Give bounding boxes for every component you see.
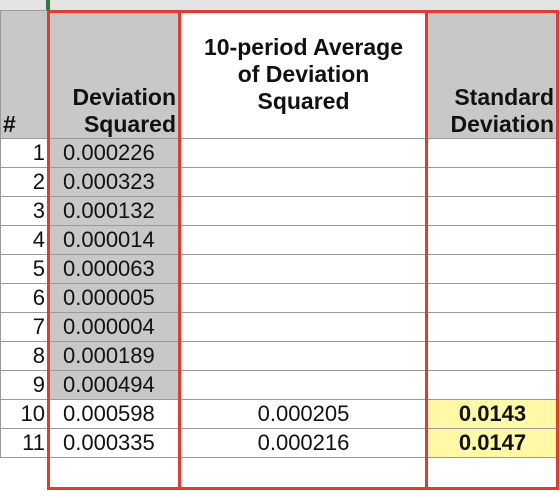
deviation-squared-cell[interactable]: 0.000005 (48, 283, 181, 313)
average-cell[interactable] (180, 283, 427, 313)
deviation-squared-cell[interactable]: 0.000063 (48, 254, 181, 284)
average-cell[interactable] (180, 254, 427, 284)
deviation-squared-cell[interactable]: 0.000189 (48, 341, 181, 371)
average-cell[interactable] (180, 370, 427, 400)
header-deviation-squared[interactable]: Deviation Squared (48, 10, 181, 139)
standard-deviation-cell[interactable] (426, 138, 559, 168)
average-cell[interactable]: 0.000216 (180, 428, 427, 458)
standard-deviation-cell[interactable] (426, 283, 559, 313)
average-cell[interactable] (180, 341, 427, 371)
standard-deviation-cell[interactable] (426, 196, 559, 226)
table-row: 2 0.000323 (0, 167, 559, 197)
header-standard-deviation[interactable]: Standard Deviation (426, 10, 559, 139)
average-cell[interactable] (180, 196, 427, 226)
table-row: 9 0.000494 (0, 370, 559, 400)
row-number-cell[interactable]: 1 (0, 138, 49, 168)
table-row: 4 0.000014 (0, 225, 559, 255)
deviation-squared-cell[interactable]: 0.000226 (48, 138, 181, 168)
row-number-cell[interactable]: 4 (0, 225, 49, 255)
deviation-squared-cell[interactable]: 0.000014 (48, 225, 181, 255)
table-row: 7 0.000004 (0, 312, 559, 342)
header-10-period-average[interactable]: 10-period Average of Deviation Squared (180, 10, 427, 139)
standard-deviation-cell[interactable] (426, 312, 559, 342)
table-row: 6 0.000005 (0, 283, 559, 313)
deviation-squared-cell[interactable]: 0.000132 (48, 196, 181, 226)
deviation-squared-cell[interactable]: 0.000323 (48, 167, 181, 197)
average-cell[interactable] (180, 167, 427, 197)
row-number-cell[interactable]: 3 (0, 196, 49, 226)
average-cell[interactable]: 0.000205 (180, 399, 427, 429)
average-cell[interactable] (180, 225, 427, 255)
deviation-squared-cell[interactable]: 0.000335 (48, 428, 181, 458)
row-number-cell[interactable]: 6 (0, 283, 49, 313)
table-row: 3 0.000132 (0, 196, 559, 226)
standard-deviation-cell[interactable]: 0.0143 (426, 399, 559, 429)
row-number-cell[interactable]: 7 (0, 312, 49, 342)
table-row: 5 0.000063 (0, 254, 559, 284)
row-number-cell[interactable]: 9 (0, 370, 49, 400)
standard-deviation-cell[interactable]: 0.0147 (426, 428, 559, 458)
standard-deviation-cell[interactable] (426, 167, 559, 197)
column-header-strip (0, 0, 560, 10)
standard-deviation-cell[interactable] (426, 254, 559, 284)
deviation-squared-cell[interactable]: 0.000598 (48, 399, 181, 429)
row-number-cell[interactable]: 10 (0, 399, 49, 429)
row-number-cell[interactable]: 8 (0, 341, 49, 371)
selected-column-indicator (46, 0, 50, 10)
table-row: 10 0.000598 0.000205 0.0143 (0, 399, 559, 429)
row-number-cell[interactable]: 2 (0, 167, 49, 197)
standard-deviation-cell[interactable] (426, 370, 559, 400)
deviation-squared-cell[interactable]: 0.000004 (48, 312, 181, 342)
average-cell[interactable] (180, 138, 427, 168)
deviation-squared-cell[interactable]: 0.000494 (48, 370, 181, 400)
standard-deviation-cell[interactable] (426, 225, 559, 255)
table-row: 11 0.000335 0.000216 0.0147 (0, 428, 559, 458)
average-cell[interactable] (180, 312, 427, 342)
table-row: 8 0.000189 (0, 341, 559, 371)
header-number[interactable]: # (0, 10, 49, 139)
header-row: # Deviation Squared 10-period Average of… (0, 10, 559, 139)
table-row: 1 0.000226 (0, 138, 559, 168)
row-number-cell[interactable]: 11 (0, 428, 49, 458)
standard-deviation-cell[interactable] (426, 341, 559, 371)
row-number-cell[interactable]: 5 (0, 254, 49, 284)
data-table: # Deviation Squared 10-period Average of… (0, 10, 559, 458)
